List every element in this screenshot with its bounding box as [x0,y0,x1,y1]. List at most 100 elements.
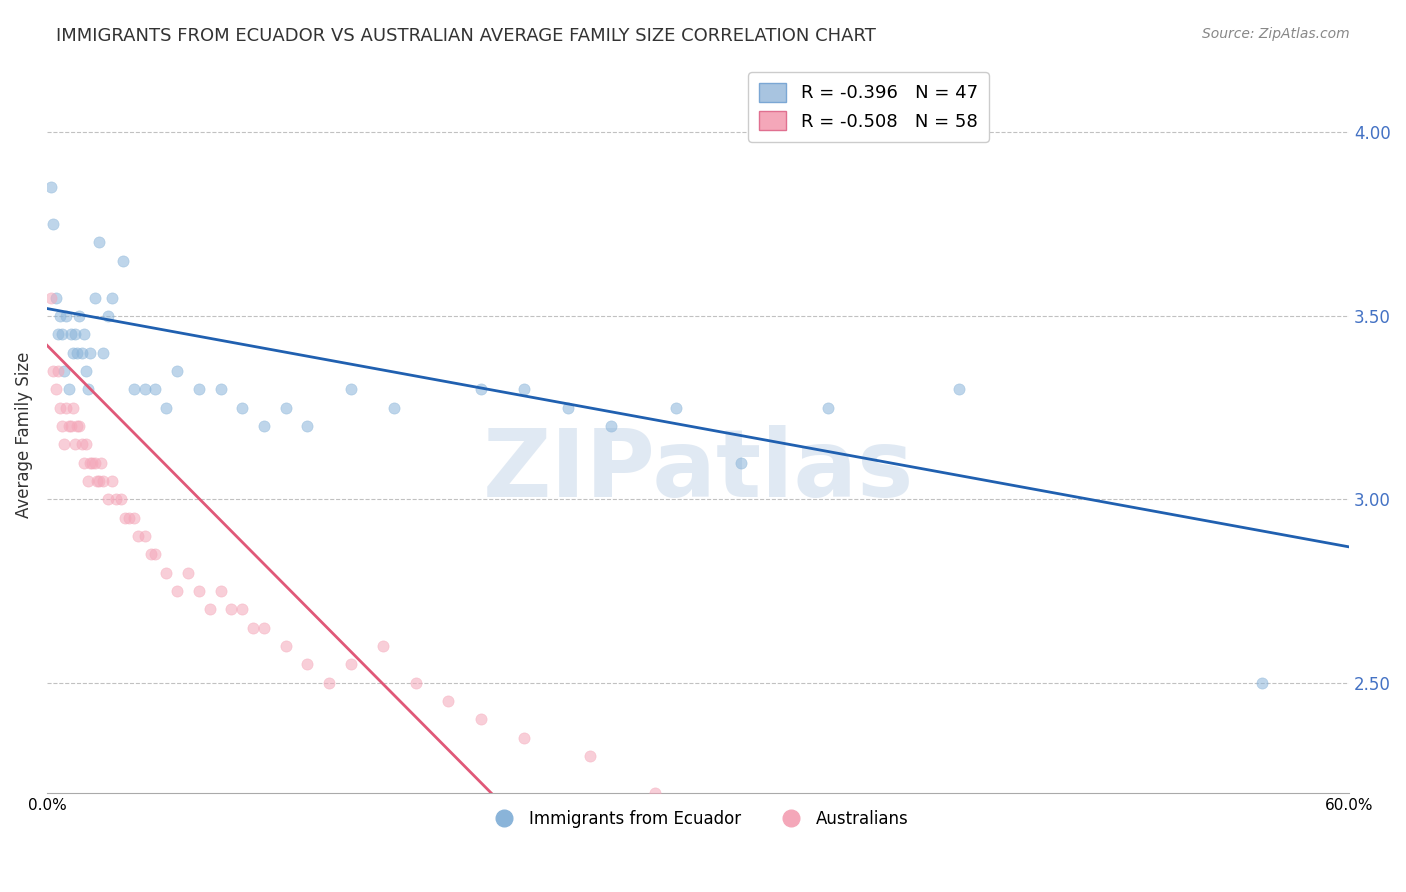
Point [39,180,62,194]
Point [110,492,132,507]
Point [46,364,69,378]
Point [166,364,188,378]
Y-axis label: Average Family Size: Average Family Size [15,351,32,518]
Point [948,382,970,396]
Point [79,456,101,470]
Point [470,712,492,726]
Point [69,418,91,433]
Point [134,382,156,396]
Point [77,474,100,488]
Point [97,492,120,507]
Point [90,456,112,470]
Point [297,657,319,672]
Point [114,510,136,524]
Point [513,731,536,745]
Point [59,418,82,433]
Point [373,639,395,653]
Point [55,309,77,323]
Point [62,401,84,415]
Point [53,364,76,378]
Point [66,345,89,359]
Point [87,474,110,488]
Point [339,657,361,672]
Point [134,529,156,543]
Point [59,327,82,342]
Point [644,786,666,800]
Point [101,291,124,305]
Point [62,345,84,359]
Point [45,291,67,305]
Point [122,382,145,396]
Point [513,382,536,396]
Point [209,382,232,396]
Point [253,418,276,433]
Point [70,437,93,451]
Point [817,401,839,415]
Point [177,566,200,580]
Point [730,456,752,470]
Point [665,401,688,415]
Point [231,401,253,415]
Point [118,510,141,524]
Point [105,492,128,507]
Point [75,437,97,451]
Point [86,474,108,488]
Point [75,364,97,378]
Point [253,621,276,635]
Point [91,474,114,488]
Point [297,418,319,433]
Point [70,345,93,359]
Point [339,382,361,396]
Point [58,382,80,396]
Point [470,382,492,396]
Text: IMMIGRANTS FROM ECUADOR VS AUSTRALIAN AVERAGE FAMILY SIZE CORRELATION CHART: IMMIGRANTS FROM ECUADOR VS AUSTRALIAN AV… [56,27,876,45]
Point [101,474,124,488]
Point [91,345,114,359]
Point [55,401,77,415]
Point [231,602,253,616]
Point [42,217,65,231]
Point [58,418,80,433]
Point [122,510,145,524]
Point [578,749,600,764]
Point [600,418,623,433]
Point [111,253,134,268]
Point [318,675,340,690]
Point [49,401,72,415]
Point [382,401,405,415]
Point [39,291,62,305]
Point [242,621,264,635]
Point [274,401,297,415]
Point [42,364,65,378]
Point [77,382,100,396]
Point [87,235,110,250]
Point [1251,675,1274,690]
Point [127,529,149,543]
Point [557,401,579,415]
Point [187,382,209,396]
Point [187,583,209,598]
Point [82,456,104,470]
Point [145,547,167,561]
Point [83,456,105,470]
Point [45,382,67,396]
Point [155,401,177,415]
Point [405,675,427,690]
Point [83,291,105,305]
Point [49,309,72,323]
Point [139,547,162,561]
Point [437,694,460,708]
Point [51,418,73,433]
Point [166,583,188,598]
Point [63,437,86,451]
Point [209,583,232,598]
Point [97,309,120,323]
Point [69,309,91,323]
Point [73,456,96,470]
Point [221,602,243,616]
Point [274,639,297,653]
Point [46,327,69,342]
Point [155,566,177,580]
Point [145,382,167,396]
Point [66,418,89,433]
